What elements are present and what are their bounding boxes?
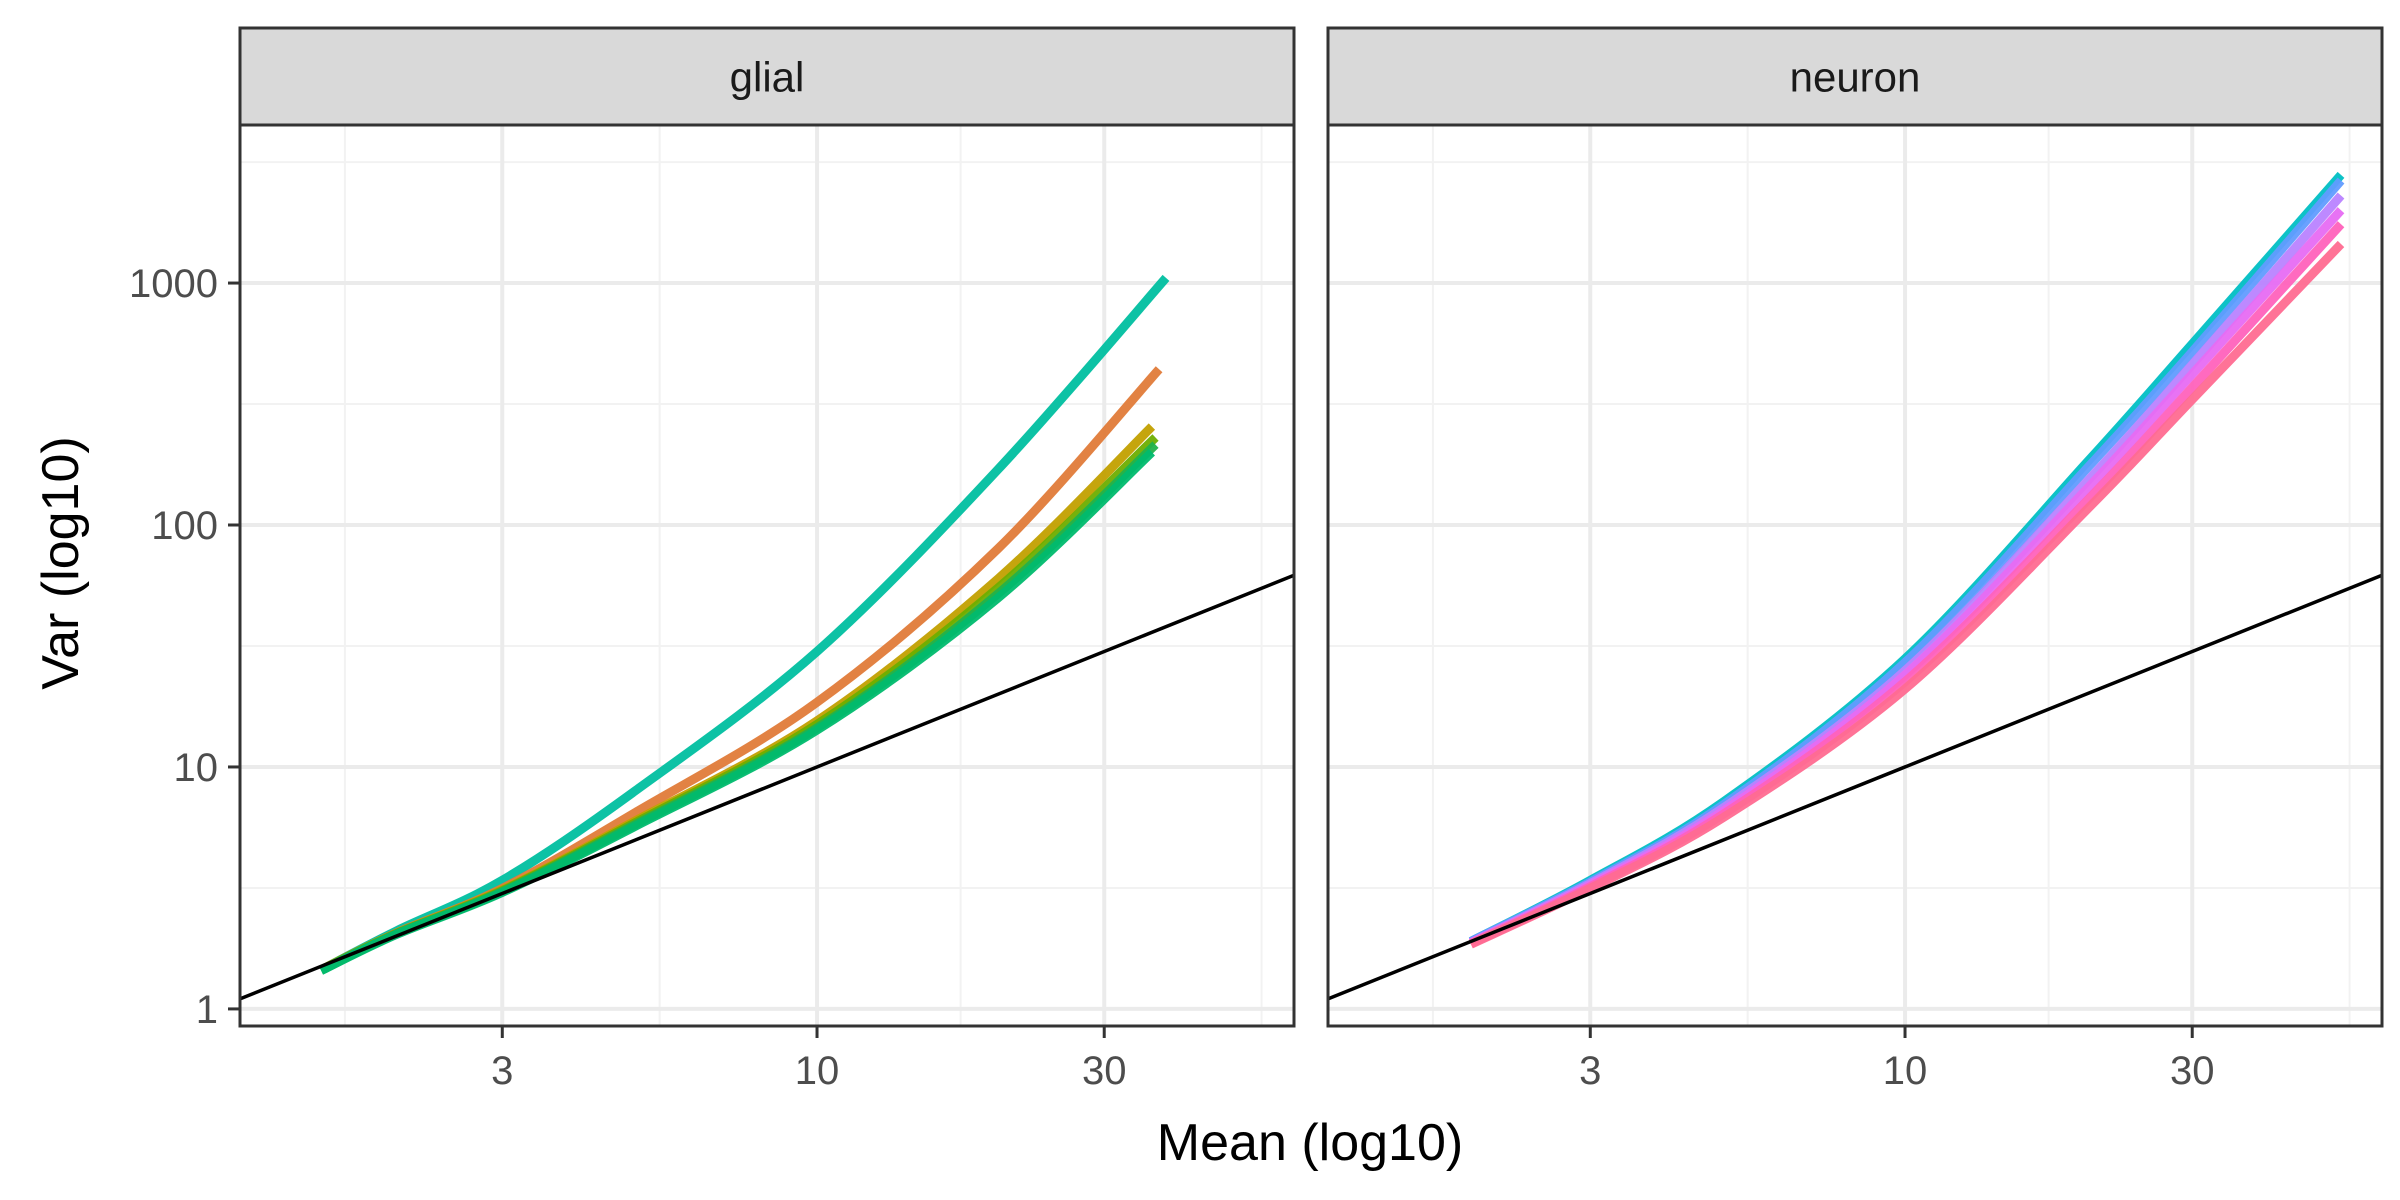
y-tick-label: 1 xyxy=(196,988,218,1032)
x-tick-label: 10 xyxy=(795,1049,840,1093)
y-axis-label: Var (log10) xyxy=(32,436,90,689)
y-tick-label: 1000 xyxy=(129,262,218,306)
x-tick-label: 30 xyxy=(1082,1049,1127,1093)
series-group xyxy=(1328,171,2382,1001)
series-line-6 xyxy=(1468,240,2345,949)
y-tick-label: 10 xyxy=(174,746,219,790)
panel-border xyxy=(1326,123,2384,1028)
reference-line xyxy=(240,573,1294,1001)
x-axis-label: Mean (log10) xyxy=(1157,1114,1463,1172)
panel-glial: glial 3 10 30 1 10 100 1000 xyxy=(129,26,1296,1093)
series-group xyxy=(240,274,1294,1001)
panel-border xyxy=(238,123,1296,1028)
facet-label: neuron xyxy=(1790,54,1921,101)
chart-panels: glial 3 10 30 1 10 100 1000 neuron 3 10 30 xyxy=(129,26,2384,1093)
panel-neuron: neuron 3 10 30 xyxy=(1326,26,2384,1093)
x-tick-label: 10 xyxy=(1883,1049,1928,1093)
x-tick-label: 3 xyxy=(1579,1049,1601,1093)
facet-strip xyxy=(238,26,1296,127)
plot-background xyxy=(240,125,1294,1026)
x-tick-label: 3 xyxy=(491,1049,513,1093)
reference-line xyxy=(1328,573,2382,1001)
x-tick-label: 30 xyxy=(2170,1049,2215,1093)
plot-background xyxy=(1328,125,2382,1026)
facet-label: glial xyxy=(730,54,805,101)
y-tick-label: 100 xyxy=(151,504,218,548)
